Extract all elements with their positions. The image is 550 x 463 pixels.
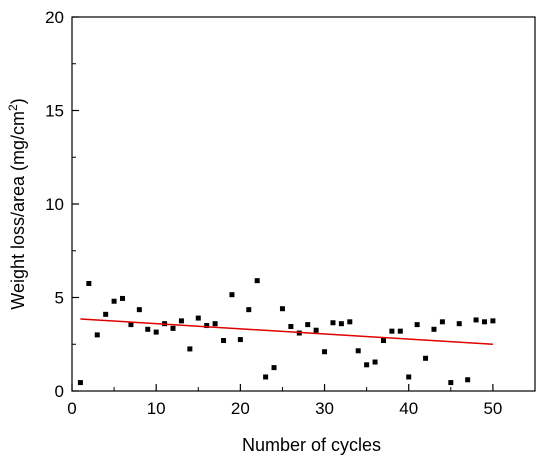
y-axis-title-main: Weight loss/area (mg/cm — [8, 111, 28, 310]
data-point — [456, 321, 462, 327]
data-point — [288, 323, 294, 329]
data-point — [229, 292, 235, 298]
data-point — [187, 346, 193, 352]
data-point — [305, 322, 311, 328]
y-tick-label: 10 — [45, 195, 64, 214]
data-point — [423, 355, 429, 361]
fit-line — [80, 318, 493, 345]
data-point — [237, 337, 243, 343]
data-point — [389, 328, 395, 334]
data-point — [136, 307, 142, 313]
tick-labels: 0 10 20 30 40 50 0 5 10 15 20 — [45, 8, 502, 418]
data-point — [145, 326, 151, 332]
data-point — [490, 318, 496, 324]
data-point — [406, 374, 412, 380]
data-point — [221, 338, 227, 344]
data-point — [355, 348, 361, 354]
data-point — [103, 311, 109, 317]
data-point — [322, 349, 328, 355]
data-point — [178, 318, 184, 324]
data-point — [94, 332, 100, 338]
data-point — [263, 374, 269, 380]
data-point — [473, 317, 479, 323]
y-tick-label: 5 — [55, 289, 64, 308]
data-point — [380, 338, 386, 344]
x-tick-label: 30 — [315, 399, 334, 418]
data-point — [271, 365, 277, 371]
data-point — [431, 326, 437, 332]
y-axis-title: Weight loss/area (mg/cm2) — [6, 98, 28, 309]
y-tick-label: 15 — [45, 102, 64, 121]
axes — [71, 16, 536, 392]
data-point — [170, 325, 176, 331]
plot-frame — [71, 16, 536, 392]
x-tick-label: 10 — [147, 399, 166, 418]
data-point — [120, 295, 126, 301]
data-point — [77, 380, 83, 386]
data-point — [195, 315, 201, 321]
data-point — [254, 278, 260, 284]
data-point — [128, 322, 134, 328]
data-point — [86, 280, 92, 286]
data-point — [439, 319, 445, 325]
x-tick-label: 20 — [231, 399, 250, 418]
data-point — [153, 329, 159, 335]
x-tick-label: 40 — [399, 399, 418, 418]
data-point — [481, 319, 487, 325]
data-point — [364, 362, 370, 368]
data-point — [330, 320, 336, 326]
data-point — [414, 322, 420, 328]
data-point — [372, 359, 378, 365]
x-tick-label: 50 — [483, 399, 502, 418]
y-tick-label: 20 — [45, 8, 64, 27]
data-point — [347, 319, 353, 325]
data-point — [212, 321, 218, 327]
x-tick-label: 0 — [67, 399, 76, 418]
data-point — [246, 307, 252, 313]
y-axis-title-superscript: 2 — [6, 104, 20, 111]
data-point — [313, 327, 319, 333]
data-point — [465, 377, 471, 383]
plot-marks — [77, 278, 496, 386]
y-tick-label: 0 — [55, 382, 64, 401]
y-axis-title-close: ) — [8, 98, 28, 104]
data-point — [279, 306, 285, 312]
data-point — [338, 321, 344, 327]
data-point — [397, 328, 403, 334]
data-point — [204, 323, 210, 329]
x-axis-title: Number of cycles — [242, 435, 381, 455]
data-point — [111, 298, 117, 304]
data-point — [448, 380, 454, 386]
